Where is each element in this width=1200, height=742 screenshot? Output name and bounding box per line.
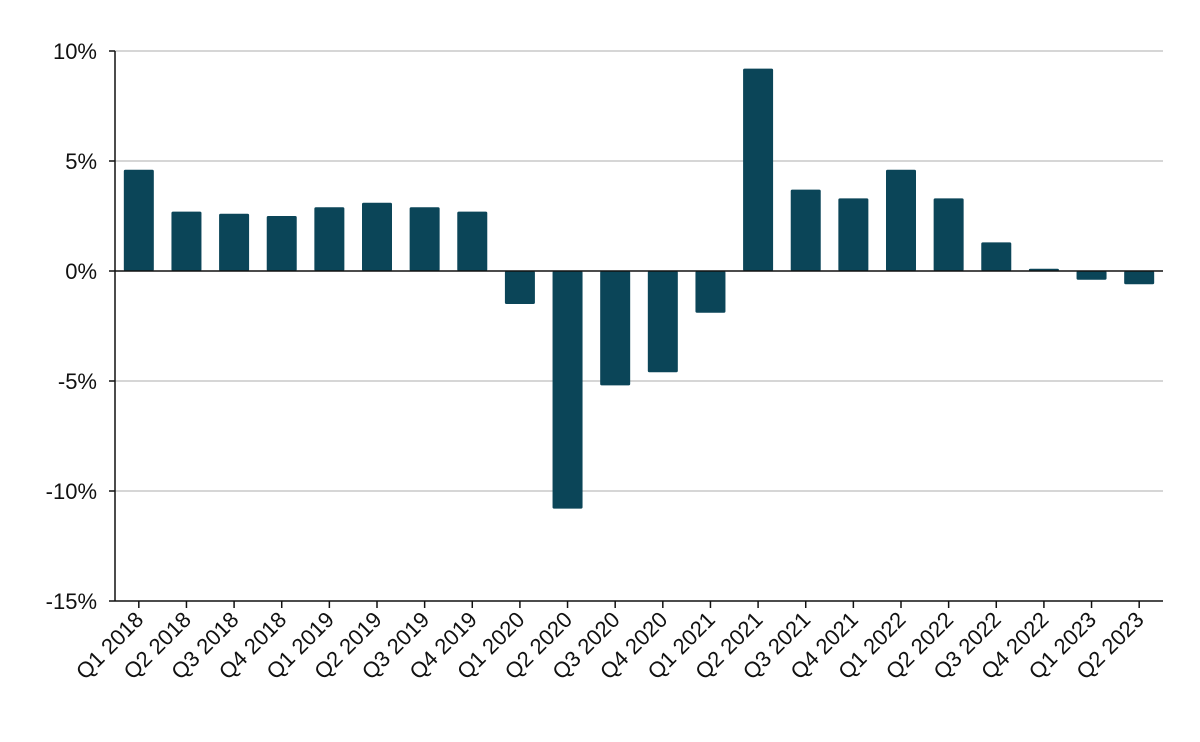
bar	[171, 211, 202, 271]
bar	[647, 271, 678, 373]
y-tick-label: -10%	[46, 479, 97, 504]
bar	[743, 68, 774, 271]
bar	[695, 271, 726, 313]
bar	[552, 271, 583, 509]
bar	[886, 169, 916, 271]
bar	[409, 207, 440, 271]
y-tick-label: -15%	[46, 589, 97, 614]
bar	[933, 198, 964, 271]
bar	[981, 242, 1012, 271]
y-tick-label: 0%	[65, 259, 97, 284]
bar	[600, 271, 631, 386]
bar	[1076, 271, 1107, 280]
axes	[109, 50, 1163, 608]
y-tick-labels: 10% 5% 0% -5% -10% -15%	[46, 39, 97, 614]
bar	[790, 189, 821, 271]
gridlines	[115, 50, 1163, 492]
bar	[457, 211, 488, 271]
bar	[266, 216, 297, 271]
y-tick-label: -5%	[58, 369, 97, 394]
bar	[362, 202, 392, 271]
bar	[1124, 271, 1155, 285]
y-tick-label: 10%	[53, 39, 97, 64]
bar	[838, 198, 869, 271]
bar	[219, 213, 250, 271]
bar	[123, 169, 154, 271]
bar	[504, 271, 535, 304]
y-tick-label: 5%	[65, 149, 97, 174]
bar	[314, 207, 345, 271]
bars	[123, 68, 1155, 509]
